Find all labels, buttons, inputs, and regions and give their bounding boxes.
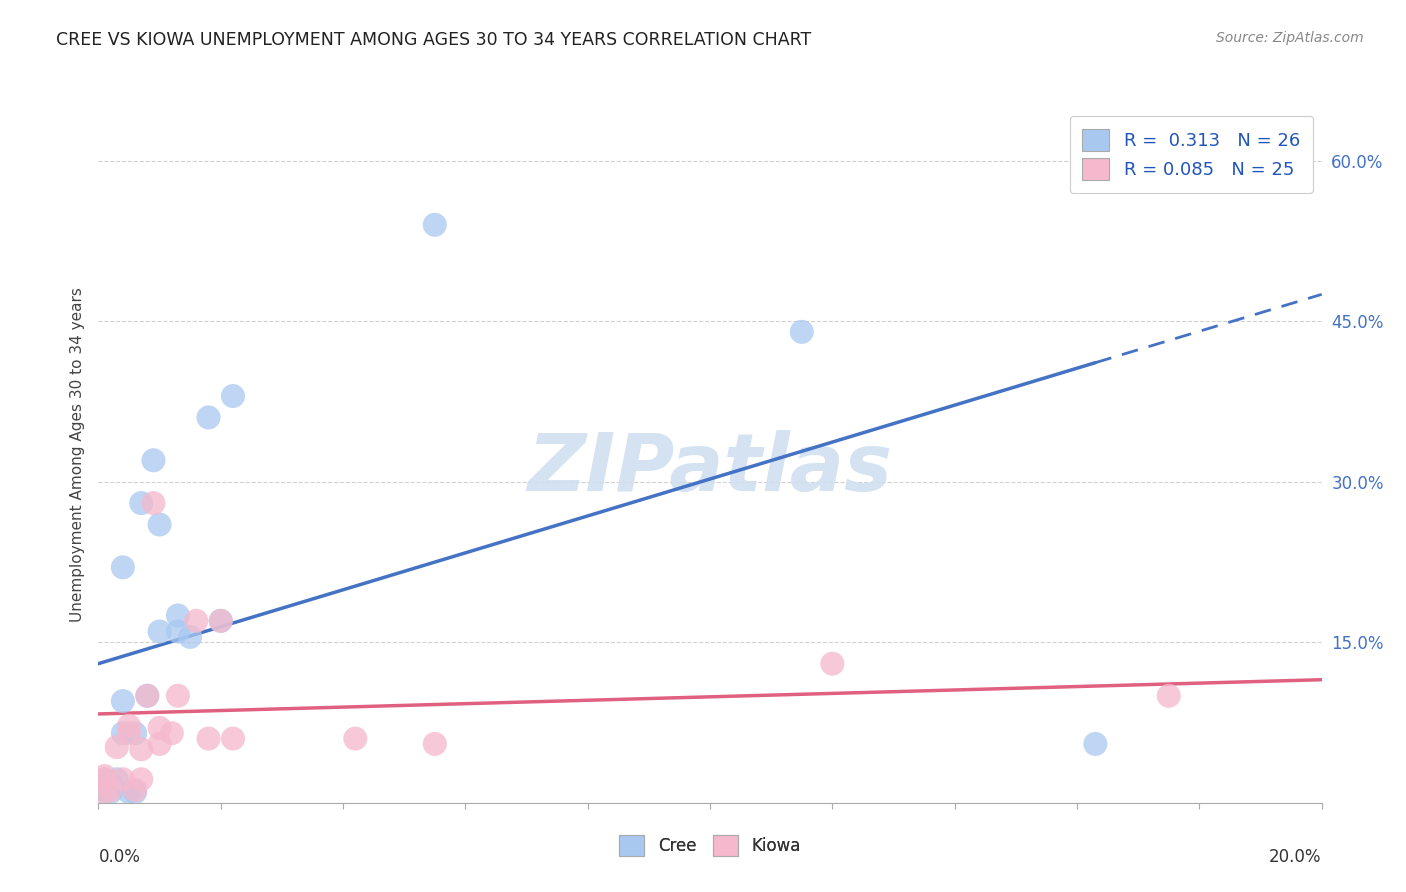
Point <box>118 719 141 733</box>
Point <box>149 737 172 751</box>
Point <box>423 218 446 232</box>
Point <box>93 785 115 799</box>
Point <box>197 410 219 425</box>
Point <box>93 781 115 796</box>
Y-axis label: Unemployment Among Ages 30 to 34 years: Unemployment Among Ages 30 to 34 years <box>69 287 84 623</box>
Point <box>129 742 152 756</box>
Point <box>209 614 232 628</box>
Point <box>790 325 813 339</box>
Point <box>118 726 141 740</box>
Point <box>142 496 165 510</box>
Point <box>167 689 190 703</box>
Point <box>142 453 165 467</box>
Point <box>129 496 152 510</box>
Point <box>100 776 122 790</box>
Point <box>111 560 134 574</box>
Point <box>124 783 146 797</box>
Point <box>821 657 844 671</box>
Point <box>160 726 183 740</box>
Point <box>344 731 367 746</box>
Legend: Cree, Kiowa: Cree, Kiowa <box>612 827 808 864</box>
Point <box>423 737 446 751</box>
Point <box>222 731 245 746</box>
Text: Source: ZipAtlas.com: Source: ZipAtlas.com <box>1216 31 1364 45</box>
Point <box>149 624 172 639</box>
Point <box>136 689 159 703</box>
Point <box>1157 689 1180 703</box>
Text: 0.0%: 0.0% <box>98 848 141 866</box>
Text: ZIPatlas: ZIPatlas <box>527 430 893 508</box>
Point <box>129 772 152 787</box>
Point <box>179 630 201 644</box>
Point <box>111 694 134 708</box>
Point <box>118 785 141 799</box>
Point <box>124 726 146 740</box>
Point <box>100 783 122 797</box>
Point <box>105 772 128 787</box>
Point <box>1084 737 1107 751</box>
Point <box>149 517 172 532</box>
Text: CREE VS KIOWA UNEMPLOYMENT AMONG AGES 30 TO 34 YEARS CORRELATION CHART: CREE VS KIOWA UNEMPLOYMENT AMONG AGES 30… <box>56 31 811 49</box>
Point <box>209 614 232 628</box>
Point <box>93 772 115 787</box>
Point <box>93 769 115 783</box>
Point <box>167 624 190 639</box>
Point <box>222 389 245 403</box>
Point <box>105 740 128 755</box>
Point <box>149 721 172 735</box>
Point <box>100 785 122 799</box>
Point <box>111 726 134 740</box>
Point <box>93 785 115 799</box>
Point <box>111 772 134 787</box>
Point <box>167 608 190 623</box>
Point <box>136 689 159 703</box>
Point <box>124 785 146 799</box>
Point <box>186 614 208 628</box>
Text: 20.0%: 20.0% <box>1270 848 1322 866</box>
Point <box>93 772 115 787</box>
Point <box>197 731 219 746</box>
